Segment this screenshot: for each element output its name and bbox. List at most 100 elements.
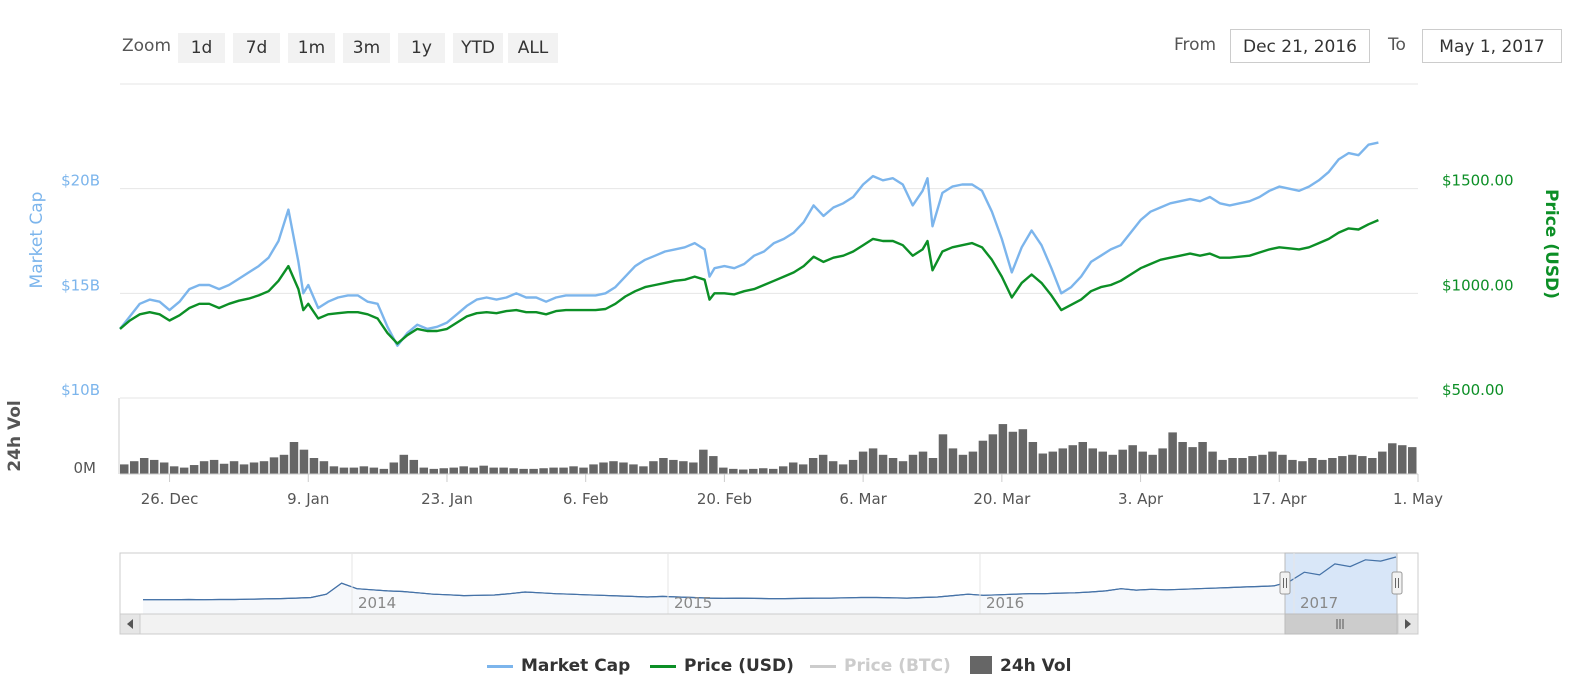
zoom-button-1d[interactable]: 1d	[178, 33, 225, 63]
volume-bar	[1118, 449, 1127, 474]
x-tick-label: 6. Mar	[839, 490, 887, 508]
volume-bar	[1338, 456, 1347, 474]
legend-item-price-btc[interactable]: Price (BTC)	[810, 656, 951, 676]
volume-bar	[189, 465, 199, 474]
to-date-input[interactable]: May 1, 2017	[1422, 29, 1562, 63]
x-tick-label: 9. Jan	[287, 490, 329, 508]
volume-bar	[609, 461, 618, 474]
volume-bar	[489, 467, 498, 474]
volume-bar	[289, 442, 299, 474]
volume-bar	[399, 454, 409, 474]
volume-bar	[1388, 443, 1397, 474]
volume-bar	[709, 456, 718, 474]
volume-bar	[1158, 448, 1167, 474]
navigator-scrollbar[interactable]	[119, 613, 1419, 635]
volume-bar	[1308, 458, 1317, 474]
volume-bar	[519, 468, 528, 474]
volume-bar	[309, 458, 319, 474]
y-right-axis-title: Price (USD)	[1541, 189, 1561, 299]
navigator-handle-right[interactable]	[1391, 571, 1403, 595]
scrollbar-left-arrow[interactable]	[119, 613, 141, 635]
volume-bar	[1178, 442, 1187, 474]
legend-line-icon	[487, 664, 513, 668]
volume-bar	[659, 458, 668, 474]
navigator-handle-left[interactable]	[1279, 571, 1291, 595]
chevron-left-icon	[127, 619, 133, 629]
chevron-right-icon	[1405, 619, 1411, 629]
volume-bar	[1168, 432, 1177, 474]
scrollbar-thumb	[1284, 613, 1398, 635]
volume-bar	[419, 467, 429, 474]
volume-bar	[1228, 458, 1237, 474]
volume-bar	[1238, 458, 1247, 474]
volume-bar	[219, 463, 229, 474]
volume-bar	[988, 434, 998, 474]
scrollbar-right-arrow[interactable]	[1397, 613, 1419, 635]
legend-box-icon	[970, 656, 992, 674]
series-lines	[119, 141, 1379, 347]
zoom-button-1y[interactable]: 1y	[398, 33, 445, 63]
zoom-button-all[interactable]: ALL	[508, 33, 558, 63]
zoom-button-3m[interactable]: 3m	[343, 33, 390, 63]
zoom-button-ytd[interactable]: YTD	[453, 33, 503, 63]
legend-label-price-usd: Price (USD)	[684, 656, 794, 676]
volume-bar	[369, 467, 379, 474]
volume-bar	[569, 466, 578, 474]
volume-bar	[169, 466, 179, 474]
volume-bar	[968, 451, 978, 474]
volume-bar	[1078, 442, 1088, 474]
volume-bar	[539, 468, 548, 474]
volume-bar	[1128, 445, 1137, 474]
from-date-input[interactable]: Dec 21, 2016	[1230, 29, 1370, 63]
y-left-tick-label: $15B	[61, 276, 100, 294]
volume-bar	[918, 451, 928, 474]
legend-item-market-cap[interactable]: Market Cap	[487, 656, 630, 676]
volume-bar	[499, 467, 508, 474]
navigator-selection	[1284, 552, 1398, 615]
axes: $10B $15B $20B $500.00 $1000.00 $1500.00 Marke…	[5, 172, 1561, 508]
volume-bar	[739, 469, 748, 474]
legend-item-volume[interactable]: 24h Vol	[970, 656, 1071, 676]
volume-bar	[1368, 458, 1377, 474]
volume-bar	[1028, 442, 1038, 474]
volume-bar	[1148, 454, 1157, 474]
zoom-button-7d[interactable]: 7d	[233, 33, 280, 63]
volume-bar	[239, 464, 249, 474]
x-tick-label: 1. May	[1393, 490, 1443, 508]
zoom-button-1m[interactable]: 1m	[288, 33, 335, 63]
volume-bar	[639, 466, 648, 474]
y-left-tick-label: $10B	[61, 381, 100, 399]
x-tick-label: 20. Mar	[973, 490, 1031, 508]
volume-bar	[1268, 451, 1277, 474]
volume-bar	[1298, 461, 1307, 474]
to-label: To	[1388, 35, 1406, 55]
volume-bar	[649, 461, 658, 474]
x-tick-label: 6. Feb	[563, 490, 609, 508]
volume-bar	[759, 468, 768, 474]
legend-label-price-btc: Price (BTC)	[844, 656, 951, 676]
volume-bar	[1188, 447, 1197, 474]
volume-bar	[579, 467, 588, 474]
volume-bar	[449, 467, 458, 474]
volume-bar	[179, 467, 189, 474]
volume-bar	[199, 461, 209, 474]
volume-bar	[868, 448, 878, 474]
volume-bar	[469, 467, 478, 474]
volume-bar	[509, 468, 518, 474]
volume-bar	[1258, 454, 1267, 474]
volume-bar	[1098, 451, 1107, 474]
volume-bar	[139, 458, 149, 474]
volume-bar	[269, 457, 279, 474]
volume-bar	[409, 459, 419, 474]
volume-bar	[1348, 454, 1357, 474]
volume-bar	[259, 461, 269, 474]
volume-bar	[359, 466, 369, 474]
volume-bar	[729, 468, 738, 474]
volume-bar	[479, 465, 488, 474]
volume-bar	[1288, 459, 1297, 474]
volume-bar	[1328, 458, 1337, 474]
volume-bar	[1198, 442, 1207, 474]
volume-bar	[389, 462, 399, 474]
x-tick-label: 17. Apr	[1252, 490, 1307, 508]
legend-item-price-usd[interactable]: Price (USD)	[650, 656, 794, 676]
